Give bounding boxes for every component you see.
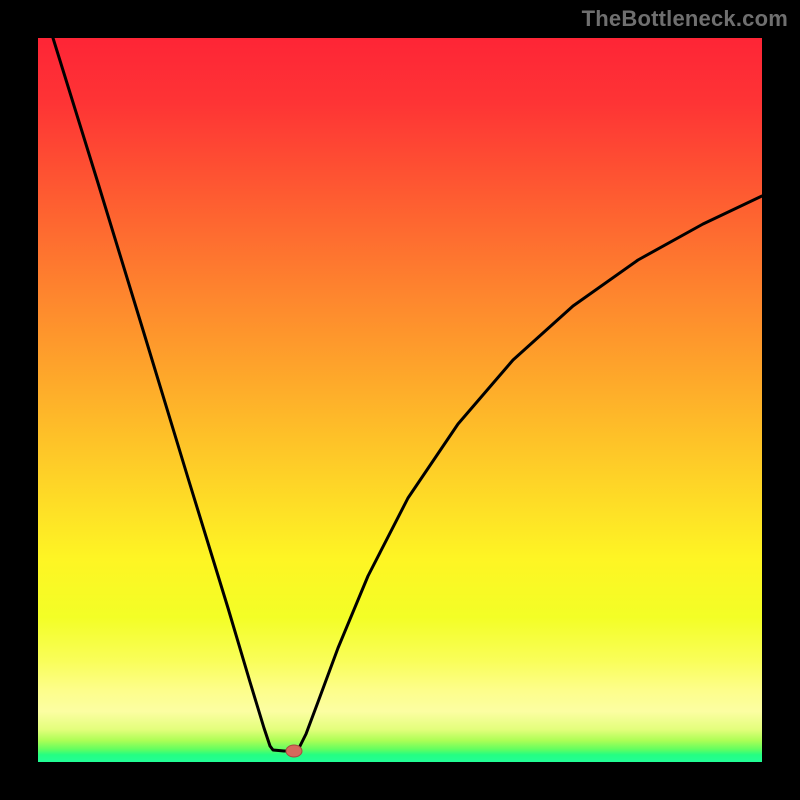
chart-canvas: TheBottleneck.com <box>0 0 800 800</box>
curve-path <box>53 38 762 751</box>
plot-area <box>38 38 762 762</box>
minimum-marker <box>286 745 302 757</box>
bottleneck-curve <box>38 38 762 762</box>
watermark-text: TheBottleneck.com <box>582 6 788 32</box>
